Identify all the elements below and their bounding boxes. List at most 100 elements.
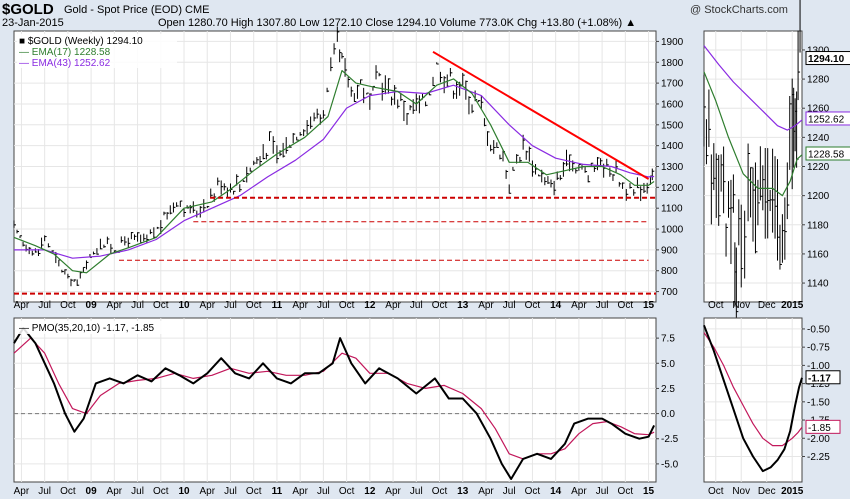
daily-pmo-value-tag-box: [805, 370, 841, 385]
daily-price-x-tick-label: Dec: [758, 300, 776, 311]
pmo-x-tick-label: Oct: [246, 486, 262, 497]
price-x-tick-label: Oct: [60, 300, 76, 311]
price-x-tick-label: Apr: [199, 300, 215, 311]
daily-price-y-tick-label: 1160: [807, 249, 829, 260]
daily-pmo-y-tick-label: -1.00: [807, 361, 830, 372]
price-y-tick-label: 1600: [661, 99, 684, 110]
daily-price-y-tick-label: 1140: [807, 279, 829, 290]
pmo-x-tick-label: Oct: [339, 486, 355, 497]
price-y-tick-label: 1800: [661, 58, 684, 69]
symbol-description: Gold - Spot Price (EOD) CME: [64, 4, 210, 16]
price-x-tick-label: Apr: [107, 300, 123, 311]
price-x-tick-label: 12: [364, 300, 376, 311]
daily-ema17-value-tag: 1228.58: [808, 149, 845, 160]
pmo-x-tick-label: 14: [550, 486, 562, 497]
price-x-tick-label: Jul: [503, 300, 516, 311]
pmo-x-tick-label: 13: [457, 486, 469, 497]
price-x-tick-label: Oct: [432, 300, 448, 311]
daily-ema43-line: [703, 45, 803, 131]
price-y-tick-label: 700: [661, 287, 678, 298]
pmo-x-tick-label: 09: [86, 486, 98, 497]
daily-price-y-tick-label: 1220: [807, 162, 830, 173]
pmo-x-tick-label: Jul: [38, 486, 51, 497]
pmo-x-tick-label: Apr: [478, 486, 494, 497]
price-bar-group: [13, 26, 655, 287]
daily-pmo-y-tick-label: -0.75: [807, 343, 830, 354]
pmo-x-tick-label: Oct: [60, 486, 76, 497]
pmo-x-tick-label: Apr: [199, 486, 215, 497]
price-x-tick-label: 14: [550, 300, 562, 311]
price-x-tick-label: 13: [457, 300, 469, 311]
price-x-tick-label: Oct: [618, 300, 634, 311]
price-x-tick-label: Apr: [571, 300, 587, 311]
price-x-tick-label: Jul: [224, 300, 237, 311]
pmo-x-tick-label: Apr: [385, 486, 401, 497]
ema17-line: [13, 69, 655, 274]
daily-price-y-tick-label: 1280: [807, 75, 830, 86]
daily-pmo-y-tick-label: -2.25: [807, 452, 830, 463]
price-y-tick-label: 1000: [661, 225, 684, 236]
price-y-tick-label: 1400: [661, 141, 684, 152]
daily-ema43-value-tag: 1252.62: [808, 114, 845, 125]
price-x-tick-label: 11: [272, 300, 283, 311]
pmo-panel: [13, 317, 657, 483]
daily-pmo-y-tick-label: -2.00: [807, 434, 830, 445]
price-y-tick-label: 1900: [661, 37, 684, 48]
daily-pmo-x-tick-label: Nov: [732, 486, 750, 497]
price-y-tick-label: 900: [661, 245, 678, 256]
pmo-x-tick-label: Jul: [596, 486, 609, 497]
trendline: [432, 50, 650, 180]
pmo-legend-entry: — PMO(35,20,10) -1.17, -1.85: [19, 323, 155, 334]
daily-price-y-tick-label: 1200: [807, 191, 830, 202]
pmo-y-tick-label: -2.5: [661, 434, 679, 445]
daily-pmo-value-tag: -1.17: [808, 373, 831, 384]
price-x-tick-label: Jul: [38, 300, 51, 311]
daily-price-x-tick-label: 2015: [781, 300, 804, 311]
pmo-x-tick-label: Oct: [432, 486, 448, 497]
price-legend-entry: — EMA(17) 1228.58: [19, 47, 111, 58]
daily-price-bar-group: [703, 0, 801, 324]
pmo-y-tick-label: 7.5: [661, 334, 675, 345]
pmo-y-tick-label: 0.0: [661, 409, 675, 420]
daily-price-y-tick-label: 1180: [807, 220, 829, 231]
price-y-tick-label: 800: [661, 266, 678, 277]
daily-ema17-value-tag-box: [805, 146, 850, 161]
price-x-tick-label: Jul: [410, 300, 423, 311]
daily-price-x-tick-label: Oct: [708, 300, 724, 311]
daily-pmo-signal-line: [703, 332, 803, 447]
daily-ema17-line: [703, 71, 803, 197]
pmo-y-tick-label: 5.0: [661, 359, 675, 370]
chart-header: $GOLD Gold - Spot Price (EOD) CME 23-Jan…: [0, 0, 850, 30]
pmo-signal-line: [13, 337, 655, 460]
symbol-title: $GOLD: [2, 1, 54, 18]
price-x-tick-label: 15: [643, 300, 655, 311]
price-y-tick-label: 1200: [661, 183, 684, 194]
price-x-tick-label: Jul: [596, 300, 609, 311]
price-x-tick-label: Oct: [153, 300, 169, 311]
price-legend-entry: ■ $GOLD (Weekly) 1294.10: [19, 36, 143, 47]
quote-line: Open 1280.70 High 1307.80 Low 1272.10 Cl…: [158, 17, 637, 29]
daily-pmo-x-tick-label: Dec: [758, 486, 776, 497]
pmo-x-tick-label: 11: [272, 486, 283, 497]
pmo-x-tick-label: 12: [364, 486, 376, 497]
daily-pmo-y-tick-label: -0.50: [807, 324, 830, 335]
price-x-tick-label: Apr: [292, 300, 308, 311]
chart-date: 23-Jan-2015: [2, 17, 64, 29]
daily-price-value-tag-box: [805, 51, 850, 66]
ema43-line: [14, 84, 655, 259]
pmo-x-tick-label: Oct: [618, 486, 634, 497]
pmo-x-tick-label: Oct: [525, 486, 541, 497]
pmo-x-tick-label: Apr: [571, 486, 587, 497]
daily-price-value-tag: 1294.10: [808, 54, 845, 65]
price-x-tick-label: Oct: [246, 300, 262, 311]
pmo-y-tick-label: -5.0: [661, 459, 679, 470]
price-x-tick-label: Jul: [317, 300, 330, 311]
daily-ema43-value-tag-box: [805, 111, 850, 126]
pmo-y-tick-label: 2.5: [661, 384, 675, 395]
pmo-line: [13, 327, 655, 480]
pmo-x-tick-label: Oct: [153, 486, 169, 497]
price-legend-entry: — EMA(43) 1252.62: [19, 58, 111, 69]
daily-price-y-tick-label: 1260: [807, 104, 830, 115]
daily-price-y-tick-label: 1300: [807, 45, 830, 56]
